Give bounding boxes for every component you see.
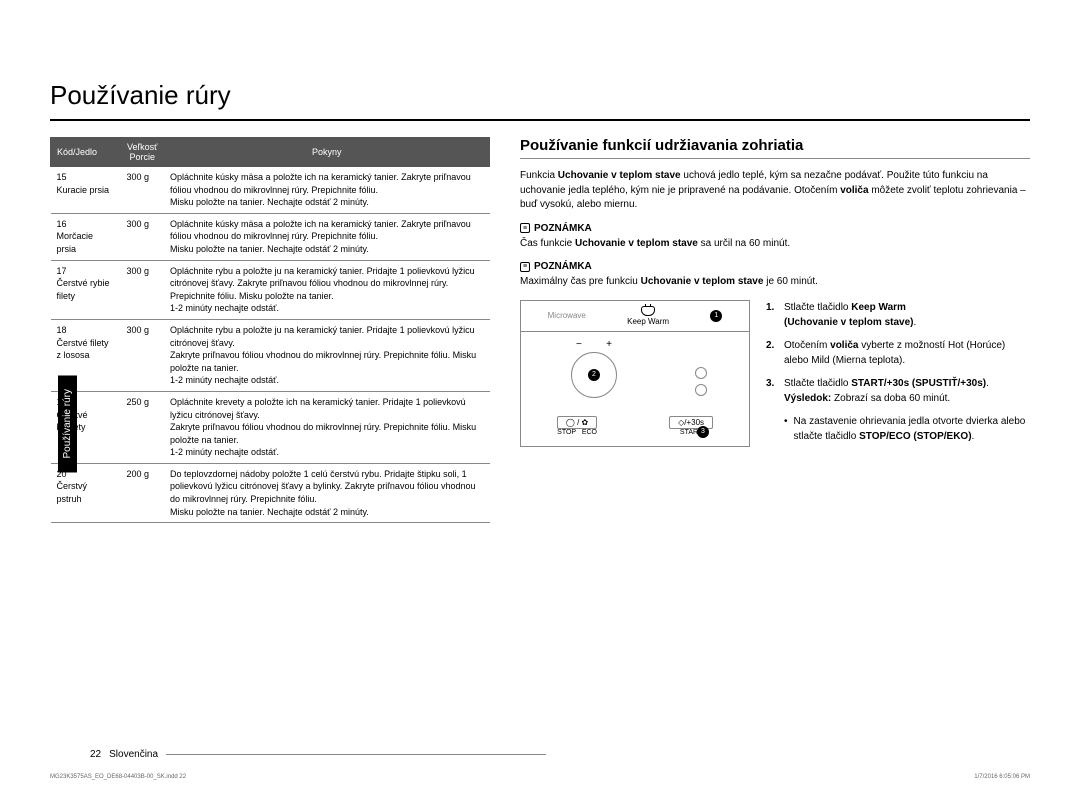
microwave-label: Microwave (548, 311, 586, 320)
steps-list: 1. Stlačte tlačidlo Keep Warm(Uchovanie … (766, 300, 1030, 444)
print-date: 1/7/2016 6:05:06 PM (974, 774, 1030, 780)
table-row: 16Morčacie prsia300 gOpláchnite kúsky mä… (51, 213, 490, 260)
print-file: MG23K3575AS_EO_DE68-04403B-00_SK.indd 22 (50, 774, 186, 780)
note-2-label: ≡ POZNÁMKA (520, 261, 1030, 272)
intro-paragraph: Funkcia Uchovanie v teplom stave uchová … (520, 169, 1030, 213)
panel-display: Microwave Keep Warm 1 (520, 300, 750, 332)
table-row: 19Čerstvé krevety250 gOpláchnite krevety… (51, 391, 490, 463)
step-3-bullet: • Na zastavenie ohrievania jedla otvorte… (784, 414, 1030, 444)
th-code: Kód/Jedlo (51, 138, 121, 167)
page-title: Používanie rúry (50, 80, 1030, 111)
note-2-text: Maximálny čas pre funkciu Uchovanie v te… (520, 275, 1030, 290)
step-3: 3. Stlačte tlačidlo START/+30s (SPUSTIŤ/… (766, 376, 1030, 406)
print-marks: MG23K3575AS_EO_DE68-04403B-00_SK.indd 22… (50, 774, 1030, 780)
dial: 2 (571, 352, 617, 398)
note-icon: ≡ (520, 223, 530, 233)
table-row: 17Čerstvé rybie filety300 gOpláchnite ry… (51, 260, 490, 319)
section-heading: Používanie funkcií udržiavania zohriatia (520, 137, 1030, 159)
keepwarm-button: Keep Warm (627, 306, 669, 326)
control-panel-diagram: Microwave Keep Warm 1 −+ 2 (520, 300, 750, 447)
marker-1: 1 (710, 310, 722, 322)
table-row: 18Čerstvé filety z lososa300 gOpláchnite… (51, 319, 490, 391)
note-icon: ≡ (520, 262, 530, 272)
step-1: 1. Stlačte tlačidlo Keep Warm(Uchovanie … (766, 300, 1030, 330)
title-underline (50, 119, 1030, 121)
th-size: Veľkosť Porcie (121, 138, 165, 167)
marker-2: 2 (588, 369, 600, 381)
table-row: 15Kuracie prsia300 gOpláchnite kúsky mäs… (51, 167, 490, 214)
footer: 22 Slovenčina (90, 749, 546, 760)
table-row: 20Čerstvý pstruh200 gDo teplovzdornej ná… (51, 463, 490, 522)
instruction-table: Kód/Jedlo Veľkosť Porcie Pokyny 15Kuraci… (50, 137, 490, 523)
side-tab: Používanie rúry (58, 375, 77, 472)
keepwarm-icon (641, 306, 655, 316)
note-1-text: Čas funkcie Uchovanie v teplom stave sa … (520, 237, 1030, 252)
stop-button: ◯ / ✿ (557, 416, 597, 429)
note-1-label: ≡ POZNÁMKA (520, 223, 1030, 234)
th-instr: Pokyny (164, 138, 489, 167)
page-number: 22 (90, 749, 101, 760)
marker-3: 3 (697, 426, 709, 438)
step-2: 2. Otočením voliča vyberte z možností Ho… (766, 338, 1030, 368)
footer-lang: Slovenčina (109, 749, 158, 760)
panel-dial-area: −+ 2 ◯ / ✿ STOP ECO ◇/+30s (520, 332, 750, 447)
